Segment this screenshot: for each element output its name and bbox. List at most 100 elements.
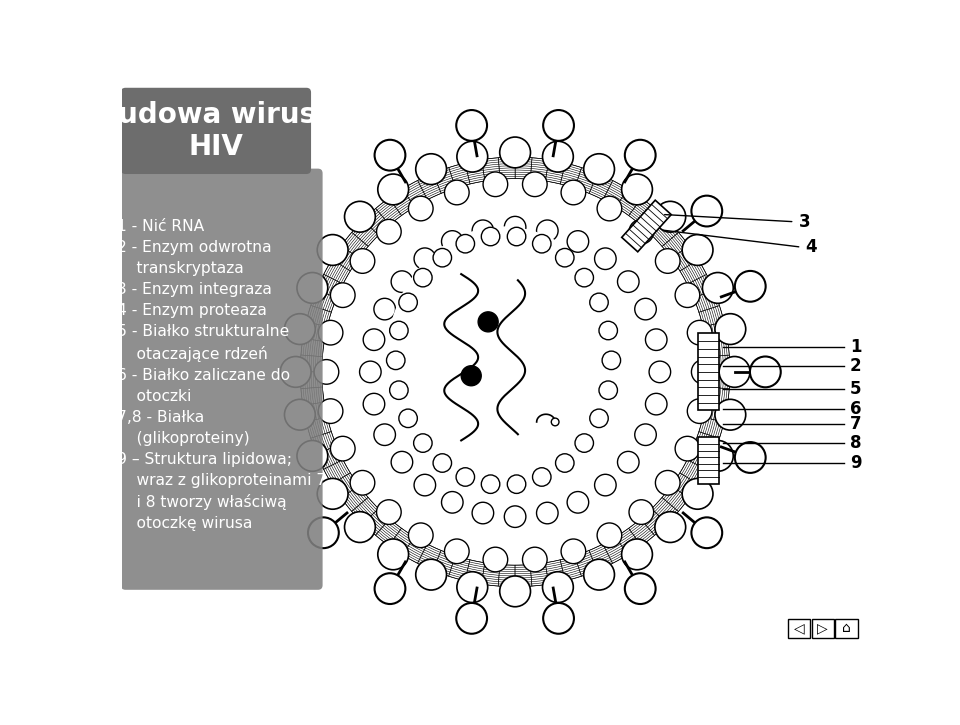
Circle shape xyxy=(617,452,639,473)
Circle shape xyxy=(457,572,488,602)
Circle shape xyxy=(442,231,463,252)
Wedge shape xyxy=(300,387,324,405)
Circle shape xyxy=(444,181,469,204)
Circle shape xyxy=(461,365,481,386)
Circle shape xyxy=(483,547,508,572)
Circle shape xyxy=(390,381,408,399)
Wedge shape xyxy=(389,188,414,215)
Circle shape xyxy=(561,181,586,204)
Circle shape xyxy=(584,154,614,185)
Wedge shape xyxy=(303,322,327,341)
Circle shape xyxy=(575,434,593,452)
Circle shape xyxy=(317,235,348,265)
Circle shape xyxy=(533,234,551,253)
Circle shape xyxy=(635,424,657,445)
Wedge shape xyxy=(603,536,627,563)
Circle shape xyxy=(456,110,487,141)
Text: 5: 5 xyxy=(850,380,861,398)
Circle shape xyxy=(542,572,573,602)
Circle shape xyxy=(594,248,616,270)
Circle shape xyxy=(360,361,381,383)
Circle shape xyxy=(683,235,713,265)
Wedge shape xyxy=(482,563,500,586)
Circle shape xyxy=(319,320,343,345)
FancyBboxPatch shape xyxy=(121,88,311,174)
Circle shape xyxy=(507,227,526,246)
Circle shape xyxy=(391,271,413,292)
Wedge shape xyxy=(680,260,707,284)
Wedge shape xyxy=(332,473,359,498)
Circle shape xyxy=(551,418,559,426)
FancyBboxPatch shape xyxy=(787,619,810,637)
Circle shape xyxy=(378,174,409,205)
Circle shape xyxy=(703,441,733,471)
Wedge shape xyxy=(498,157,516,179)
Circle shape xyxy=(416,559,446,590)
Wedge shape xyxy=(516,157,532,179)
Wedge shape xyxy=(708,355,730,372)
Circle shape xyxy=(567,492,588,513)
Wedge shape xyxy=(694,290,719,312)
Wedge shape xyxy=(448,555,470,581)
Circle shape xyxy=(414,434,432,452)
Circle shape xyxy=(284,314,315,344)
Wedge shape xyxy=(589,544,612,571)
Wedge shape xyxy=(351,220,378,246)
Wedge shape xyxy=(403,181,427,207)
Text: 4: 4 xyxy=(805,238,817,256)
Circle shape xyxy=(622,174,653,205)
Circle shape xyxy=(242,99,788,645)
Circle shape xyxy=(373,298,396,320)
Circle shape xyxy=(691,196,722,226)
Circle shape xyxy=(374,573,405,604)
Wedge shape xyxy=(324,260,350,284)
Circle shape xyxy=(599,381,617,399)
Circle shape xyxy=(543,603,574,634)
Wedge shape xyxy=(332,246,359,271)
Circle shape xyxy=(683,478,713,509)
Circle shape xyxy=(734,271,766,302)
Circle shape xyxy=(500,137,531,168)
Circle shape xyxy=(319,399,343,423)
Wedge shape xyxy=(300,355,323,372)
Wedge shape xyxy=(545,160,565,184)
Wedge shape xyxy=(317,274,343,298)
Circle shape xyxy=(456,603,487,634)
Wedge shape xyxy=(694,431,719,454)
Circle shape xyxy=(444,539,469,563)
Circle shape xyxy=(297,441,327,471)
Circle shape xyxy=(537,220,558,241)
Circle shape xyxy=(376,500,401,524)
Circle shape xyxy=(655,202,685,232)
Circle shape xyxy=(507,475,526,494)
Wedge shape xyxy=(403,536,427,563)
Wedge shape xyxy=(629,519,655,546)
Wedge shape xyxy=(652,220,679,246)
Circle shape xyxy=(561,539,586,563)
Circle shape xyxy=(308,518,339,548)
Circle shape xyxy=(734,442,766,473)
Circle shape xyxy=(645,394,667,415)
Wedge shape xyxy=(375,198,401,225)
Circle shape xyxy=(656,471,680,495)
Circle shape xyxy=(481,227,500,246)
Circle shape xyxy=(602,351,620,370)
Text: ◁: ◁ xyxy=(794,621,804,635)
Circle shape xyxy=(575,268,593,287)
Wedge shape xyxy=(703,322,728,341)
Circle shape xyxy=(594,474,616,496)
Circle shape xyxy=(433,249,451,267)
Circle shape xyxy=(472,220,493,241)
Wedge shape xyxy=(640,508,667,535)
Circle shape xyxy=(398,293,418,312)
Circle shape xyxy=(414,248,436,270)
Circle shape xyxy=(350,471,374,495)
Circle shape xyxy=(522,547,547,572)
Circle shape xyxy=(687,320,712,345)
Circle shape xyxy=(442,492,463,513)
Ellipse shape xyxy=(387,226,620,494)
Wedge shape xyxy=(629,198,655,225)
Circle shape xyxy=(376,220,401,244)
Text: 1 - Nić RNA
2 - Enzym odwrotna
    transkryptaza
3 - Enzym integraza
4 - Enzym p: 1 - Nić RNA 2 - Enzym odwrotna transkryp… xyxy=(117,220,326,531)
Wedge shape xyxy=(652,497,679,523)
